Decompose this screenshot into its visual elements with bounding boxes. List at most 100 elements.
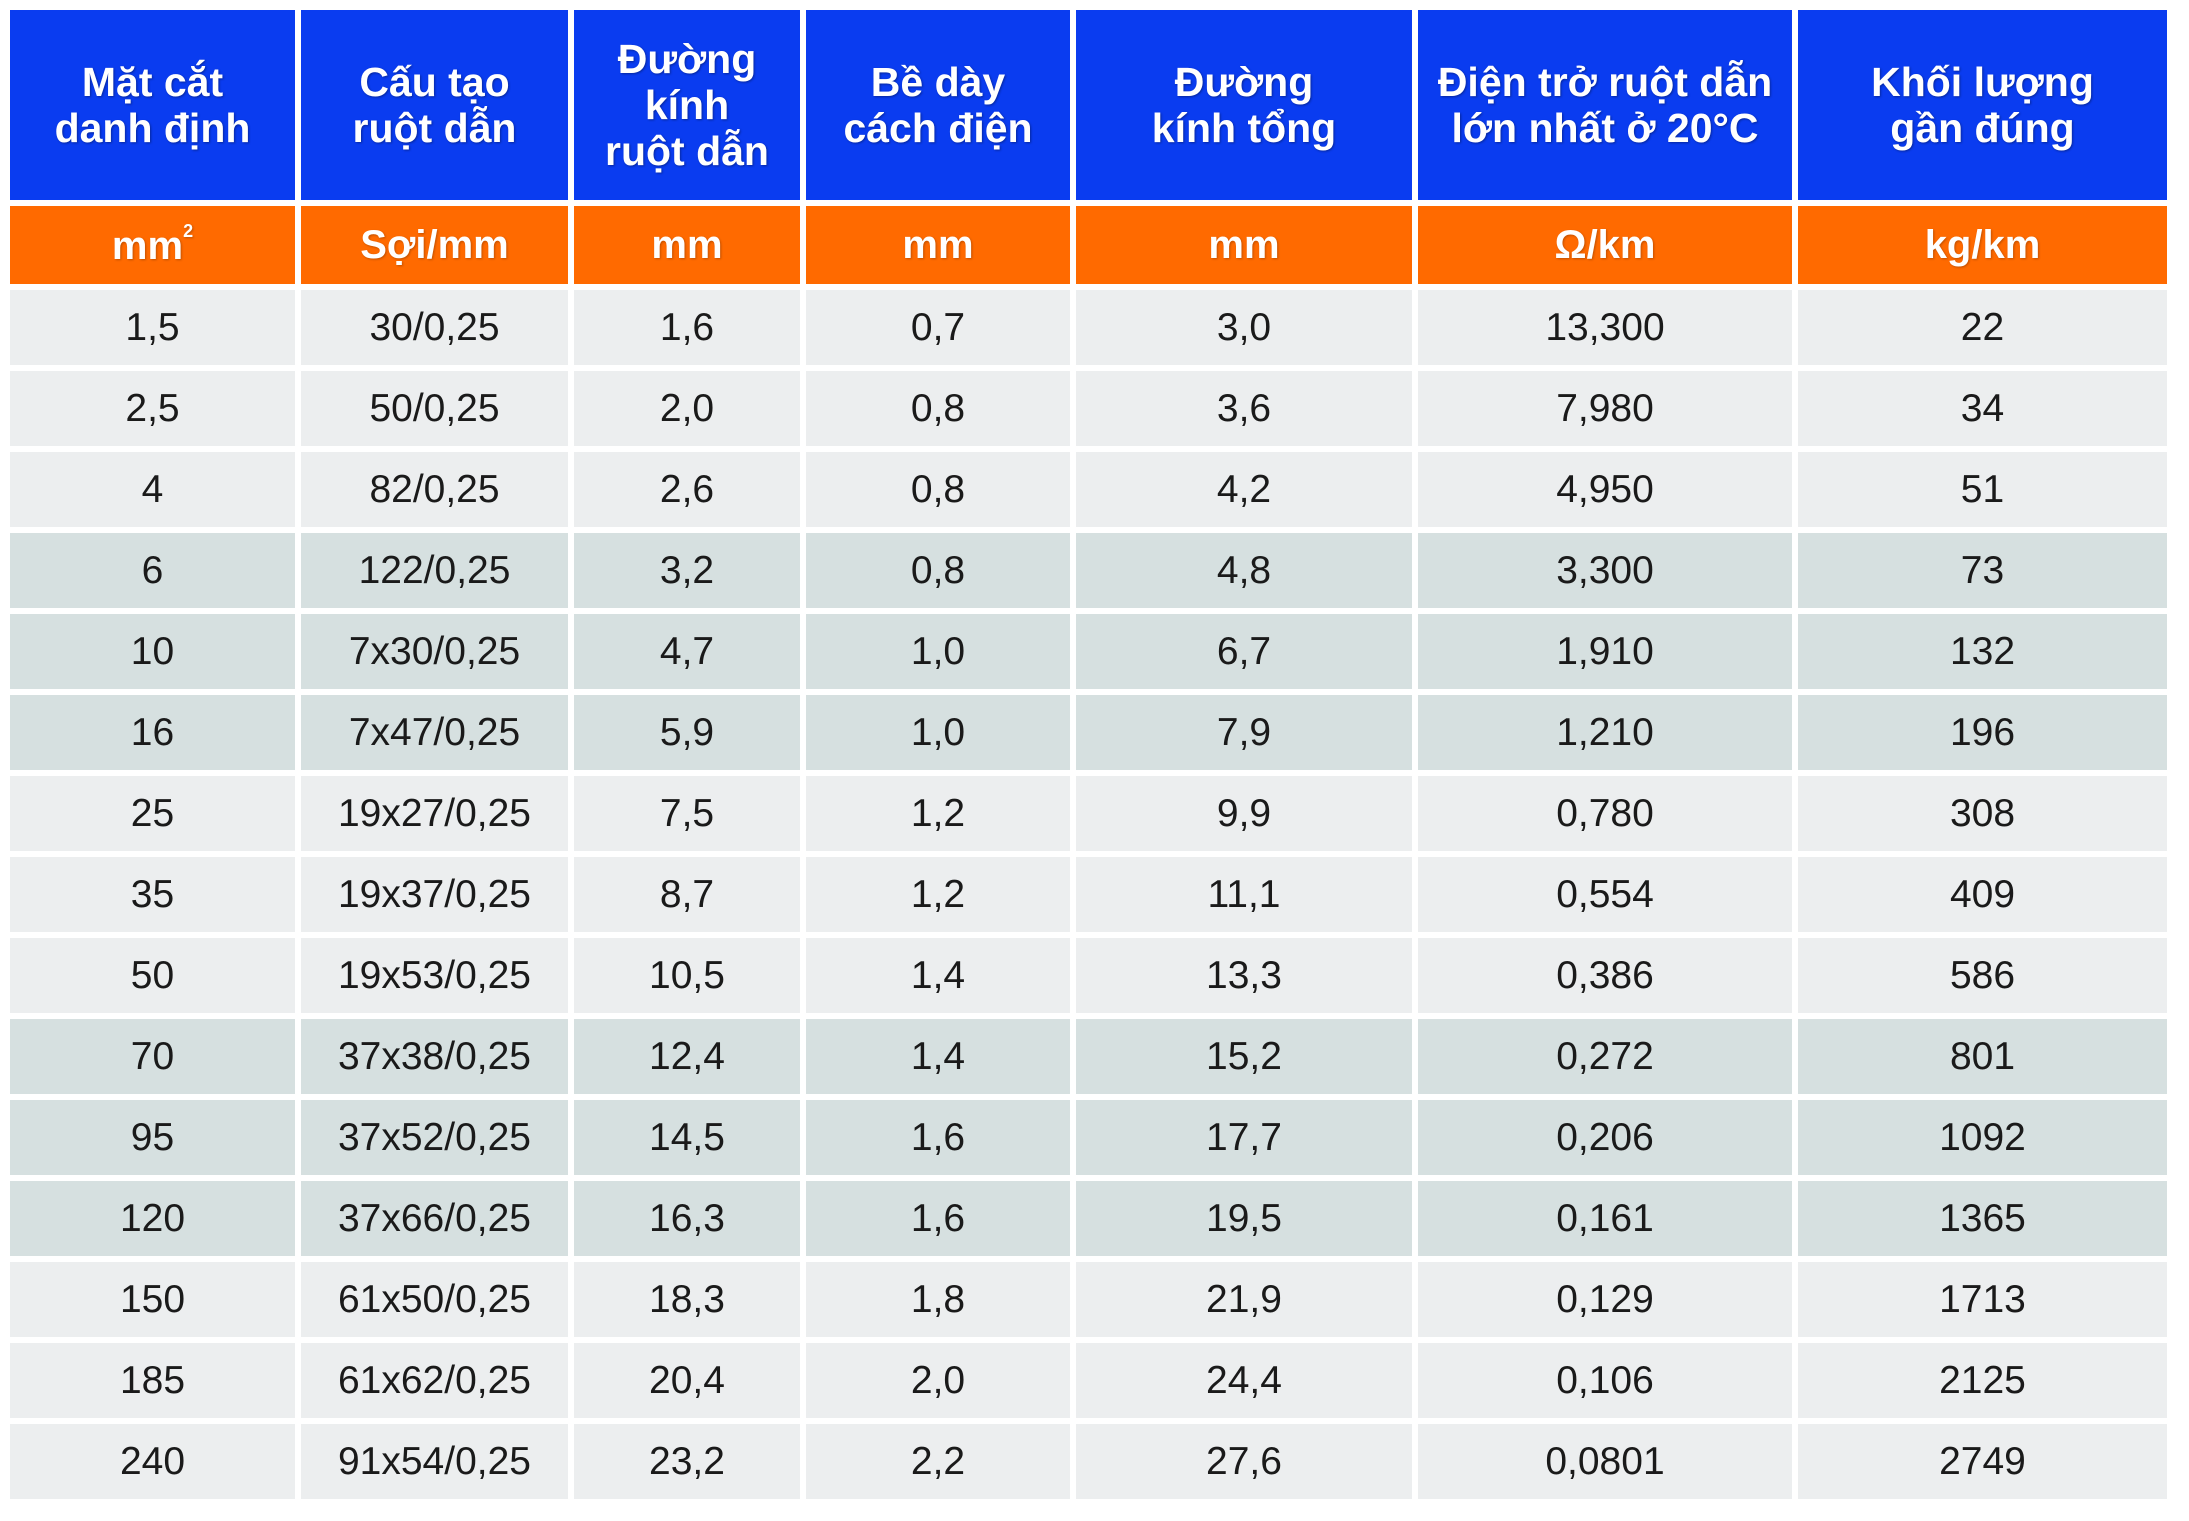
cell-approx-weight: 2749 (1798, 1424, 2167, 1499)
header-approx-weight: Khối lượng gần đúng (1798, 10, 2167, 200)
table-row: 50 19x53/0,25 10,5 1,4 13,3 0,386 586 (10, 938, 2167, 1013)
table-row: 185 61x62/0,25 20,4 2,0 24,4 0,106 2125 (10, 1343, 2167, 1418)
cell-overall-diameter: 7,9 (1076, 695, 1412, 770)
header-conductor-structure-label: Cấu tạo ruột dẫn (352, 59, 517, 151)
cell-max-resistance: 0,106 (1418, 1343, 1792, 1418)
cell-conductor-structure: 37x38/0,25 (301, 1019, 568, 1094)
cell-cross-section: 240 (10, 1424, 295, 1499)
cell-conductor-diameter: 3,2 (574, 533, 800, 608)
cell-conductor-diameter: 1,6 (574, 290, 800, 365)
cell-conductor-diameter: 4,7 (574, 614, 800, 689)
cell-overall-diameter: 19,5 (1076, 1181, 1412, 1256)
cell-cross-section: 2,5 (10, 371, 295, 446)
cell-max-resistance: 1,910 (1418, 614, 1792, 689)
cell-conductor-diameter: 14,5 (574, 1100, 800, 1175)
unit-area-exponent: 2 (183, 221, 194, 241)
cell-approx-weight: 2125 (1798, 1343, 2167, 1418)
cell-max-resistance: 13,300 (1418, 290, 1792, 365)
cell-max-resistance: 0,554 (1418, 857, 1792, 932)
table-row: 25 19x27/0,25 7,5 1,2 9,9 0,780 308 (10, 776, 2167, 851)
cell-max-resistance: 0,129 (1418, 1262, 1792, 1337)
cell-approx-weight: 22 (1798, 290, 2167, 365)
cell-insulation-thickness: 1,4 (806, 1019, 1070, 1094)
header-insulation-thickness-label: Bề dày cách điện (843, 59, 1033, 151)
cell-conductor-diameter: 5,9 (574, 695, 800, 770)
cell-conductor-structure: 7x30/0,25 (301, 614, 568, 689)
cell-insulation-thickness: 1,0 (806, 695, 1070, 770)
table-row: 1,5 30/0,25 1,6 0,7 3,0 13,300 22 (10, 290, 2167, 365)
header-overall-diameter-label: Đường kính tổng (1151, 59, 1337, 151)
table-row: 16 7x47/0,25 5,9 1,0 7,9 1,210 196 (10, 695, 2167, 770)
header-max-resistance: Điện trở ruột dẫn lớn nhất ở 20°C (1418, 10, 1792, 200)
cell-cross-section: 16 (10, 695, 295, 770)
cell-conductor-diameter: 10,5 (574, 938, 800, 1013)
cell-cross-section: 120 (10, 1181, 295, 1256)
cell-cross-section: 70 (10, 1019, 295, 1094)
header-cross-section-label: Mặt cắt danh định (54, 59, 251, 151)
cell-approx-weight: 34 (1798, 371, 2167, 446)
unit-conductor-structure: Sợi/mm (301, 206, 568, 284)
cell-cross-section: 95 (10, 1100, 295, 1175)
cell-conductor-diameter: 12,4 (574, 1019, 800, 1094)
cell-cross-section: 6 (10, 533, 295, 608)
cell-conductor-diameter: 20,4 (574, 1343, 800, 1418)
cell-conductor-structure: 19x37/0,25 (301, 857, 568, 932)
header-conductor-diameter-label: Đường kính ruột dẫn (605, 36, 769, 174)
cell-insulation-thickness: 1,2 (806, 857, 1070, 932)
cell-insulation-thickness: 1,4 (806, 938, 1070, 1013)
cell-overall-diameter: 6,7 (1076, 614, 1412, 689)
cell-approx-weight: 409 (1798, 857, 2167, 932)
cell-insulation-thickness: 0,8 (806, 371, 1070, 446)
header-conductor-diameter: Đường kính ruột dẫn (574, 10, 800, 200)
cell-max-resistance: 0,0801 (1418, 1424, 1792, 1499)
cell-conductor-structure: 82/0,25 (301, 452, 568, 527)
unit-insulation-thickness: mm (806, 206, 1070, 284)
cell-approx-weight: 1365 (1798, 1181, 2167, 1256)
table-row: 70 37x38/0,25 12,4 1,4 15,2 0,272 801 (10, 1019, 2167, 1094)
cell-conductor-structure: 37x52/0,25 (301, 1100, 568, 1175)
cell-max-resistance: 0,272 (1418, 1019, 1792, 1094)
cell-approx-weight: 132 (1798, 614, 2167, 689)
cell-conductor-diameter: 2,6 (574, 452, 800, 527)
unit-max-resistance: Ω/km (1418, 206, 1792, 284)
table-row: 240 91x54/0,25 23,2 2,2 27,6 0,0801 2749 (10, 1424, 2167, 1499)
cell-conductor-structure: 19x53/0,25 (301, 938, 568, 1013)
cell-insulation-thickness: 0,8 (806, 452, 1070, 527)
unit-overall-diameter: mm (1076, 206, 1412, 284)
cell-cross-section: 1,5 (10, 290, 295, 365)
cell-approx-weight: 73 (1798, 533, 2167, 608)
cell-overall-diameter: 4,8 (1076, 533, 1412, 608)
header-row: Mặt cắt danh định Cấu tạo ruột dẫn Đường… (10, 10, 2167, 200)
cell-overall-diameter: 15,2 (1076, 1019, 1412, 1094)
cell-overall-diameter: 24,4 (1076, 1343, 1412, 1418)
table-row: 2,5 50/0,25 2,0 0,8 3,6 7,980 34 (10, 371, 2167, 446)
cell-overall-diameter: 21,9 (1076, 1262, 1412, 1337)
cell-conductor-structure: 19x27/0,25 (301, 776, 568, 851)
cell-conductor-structure: 61x50/0,25 (301, 1262, 568, 1337)
header-conductor-structure: Cấu tạo ruột dẫn (301, 10, 568, 200)
cell-conductor-structure: 122/0,25 (301, 533, 568, 608)
cell-insulation-thickness: 0,8 (806, 533, 1070, 608)
cell-overall-diameter: 4,2 (1076, 452, 1412, 527)
cell-insulation-thickness: 0,7 (806, 290, 1070, 365)
cell-insulation-thickness: 1,8 (806, 1262, 1070, 1337)
cell-max-resistance: 0,780 (1418, 776, 1792, 851)
cell-conductor-diameter: 7,5 (574, 776, 800, 851)
cell-approx-weight: 308 (1798, 776, 2167, 851)
cell-insulation-thickness: 2,2 (806, 1424, 1070, 1499)
cell-conductor-diameter: 18,3 (574, 1262, 800, 1337)
cell-conductor-structure: 91x54/0,25 (301, 1424, 568, 1499)
cell-conductor-structure: 37x66/0,25 (301, 1181, 568, 1256)
cell-max-resistance: 7,980 (1418, 371, 1792, 446)
cell-cross-section: 25 (10, 776, 295, 851)
cell-conductor-structure: 7x47/0,25 (301, 695, 568, 770)
cell-insulation-thickness: 1,6 (806, 1100, 1070, 1175)
cell-conductor-diameter: 16,3 (574, 1181, 800, 1256)
header-cross-section: Mặt cắt danh định (10, 10, 295, 200)
unit-approx-weight: kg/km (1798, 206, 2167, 284)
unit-area-base: mm (111, 224, 184, 268)
cell-cross-section: 150 (10, 1262, 295, 1337)
cell-approx-weight: 51 (1798, 452, 2167, 527)
unit-row: mm2 Sợi/mm mm mm mm Ω/km kg/km (10, 206, 2167, 284)
cell-insulation-thickness: 1,0 (806, 614, 1070, 689)
